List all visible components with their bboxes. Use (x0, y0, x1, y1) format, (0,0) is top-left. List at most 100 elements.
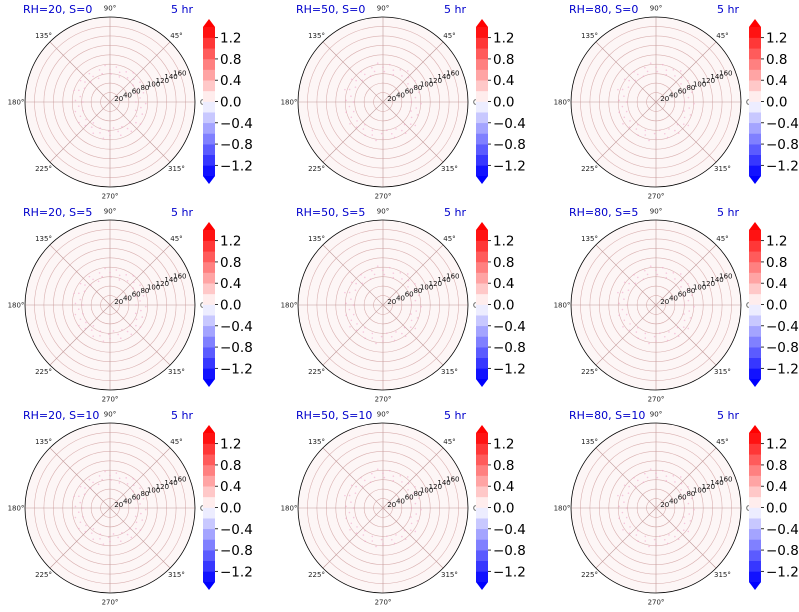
radial-tick-label: 40 (396, 91, 405, 99)
marker-dot (79, 115, 82, 118)
marker-dot (369, 278, 372, 280)
panel-title: RH=20, S=0 (23, 3, 92, 16)
angle-tick-label: 270° (102, 193, 119, 201)
angle-tick-label: 135° (35, 235, 52, 243)
marker-dot (139, 123, 142, 125)
marker-dot (104, 470, 106, 473)
polar-panel: 0°45°90°135°180°225°270°315°204060801001… (281, 3, 481, 201)
colorbar-tick-label: −1.2 (493, 158, 526, 174)
radial-tick-label: 60 (405, 494, 414, 502)
marker-dot (693, 508, 695, 511)
marker-dot (355, 79, 357, 82)
marker-dot (687, 299, 690, 302)
marker-dot (350, 78, 353, 81)
marker-dot (677, 538, 680, 541)
angle-tick-label: 45° (443, 438, 455, 446)
marker-dot (690, 497, 693, 499)
marker-dot (360, 70, 362, 73)
marker-dot (355, 329, 358, 332)
marker-dot (621, 105, 624, 108)
radial-tick-label: 140 (164, 73, 177, 81)
marker-dot (85, 321, 87, 324)
marker-dot (345, 99, 347, 102)
marker-dot (88, 275, 91, 278)
marker-dot (689, 520, 692, 522)
angle-tick-label: 270° (102, 396, 119, 404)
marker-dot (653, 335, 656, 338)
polar-panel: 0°45°90°135°180°225°270°315°204060801001… (554, 409, 754, 607)
marker-dot (350, 501, 352, 503)
angular-grid-spoke (109, 447, 171, 509)
marker-dot (410, 319, 413, 322)
colorbar-segment (749, 283, 761, 295)
colorbar-tick-label: 1.2 (220, 437, 241, 453)
marker-dot (386, 535, 388, 538)
marker-dot (83, 493, 86, 496)
colorbar-segment (476, 347, 488, 359)
marker-dot (674, 129, 676, 132)
colorbar-segment (476, 272, 488, 284)
colorbar-segment (749, 475, 761, 487)
marker-dot (410, 516, 412, 518)
marker-dot (407, 482, 410, 485)
angular-grid-spoke (595, 507, 657, 569)
marker-dot (382, 66, 384, 68)
colorbar-tick-label: −0.8 (493, 543, 526, 559)
polar-frame (24, 16, 196, 188)
marker-dot (352, 313, 355, 316)
angular-grid-spoke (382, 41, 444, 103)
colorbar-tick-label: −0.4 (766, 116, 799, 132)
marker-dot (618, 505, 620, 508)
marker-dot (361, 282, 364, 285)
marker-dot (144, 305, 147, 308)
marker-dot (376, 62, 379, 64)
angle-tick-label: 180° (554, 302, 571, 310)
marker-dot (360, 273, 362, 276)
angle-tick-label: 225° (35, 571, 52, 579)
radial-tick-label: 80 (413, 287, 422, 295)
marker-dot (388, 63, 391, 66)
colorbar-extend-min (749, 379, 761, 387)
marker-dot (653, 132, 656, 135)
marker-dot (416, 520, 419, 522)
radial-tick-label: 60 (678, 291, 687, 299)
marker-dot (90, 284, 92, 286)
angular-grid-spoke (595, 304, 657, 366)
colorbar-tick-label: 1.2 (766, 31, 787, 47)
marker-dot (362, 128, 365, 130)
marker-dot (348, 308, 351, 311)
marker-dot (653, 538, 656, 541)
angle-tick-label: 90° (104, 5, 116, 13)
radial-tick-label: 60 (132, 291, 141, 299)
colorbar-segment (749, 507, 761, 519)
marker-dot (407, 286, 409, 288)
colorbar-tick-label: −1.2 (493, 361, 526, 377)
colorbar-extend-max (476, 425, 488, 433)
marker-dot (348, 88, 351, 91)
marker-dot (629, 526, 631, 528)
marker-dot (635, 331, 638, 333)
marker-dot (623, 281, 626, 284)
angle-tick-label: 90° (650, 5, 662, 13)
radial-tick-label: 60 (678, 494, 687, 502)
colorbar-extend-min (476, 379, 488, 387)
marker-dot (683, 507, 686, 509)
marker-dot (399, 68, 402, 71)
angle-tick-label: 225° (308, 165, 325, 173)
marker-dot (415, 513, 418, 515)
marker-dot (77, 308, 80, 311)
angle-tick-label: 45° (170, 235, 182, 243)
marker-dot (410, 498, 412, 500)
marker-dot (674, 75, 676, 77)
marker-dot (119, 337, 122, 340)
marker-dot (99, 131, 101, 134)
colorbar-segment (203, 433, 215, 444)
marker-dot (383, 273, 386, 276)
colorbar-segment (749, 101, 761, 113)
marker-dot (139, 487, 141, 489)
colorbar-tick-label: 0.0 (493, 298, 514, 314)
angular-grid-spoke (49, 447, 111, 509)
marker-dot (649, 62, 652, 64)
marker-dot (102, 340, 105, 342)
marker-dot (79, 521, 82, 524)
